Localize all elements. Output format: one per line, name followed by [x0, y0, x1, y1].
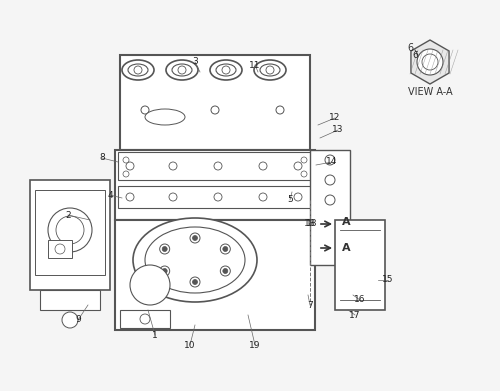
Ellipse shape — [166, 60, 198, 80]
Ellipse shape — [128, 64, 148, 76]
Circle shape — [178, 66, 186, 74]
Circle shape — [134, 66, 142, 74]
Circle shape — [192, 280, 198, 285]
Circle shape — [162, 269, 167, 273]
Circle shape — [214, 193, 222, 201]
Circle shape — [56, 216, 84, 244]
Text: 10: 10 — [184, 341, 196, 350]
Text: A: A — [342, 217, 350, 227]
Circle shape — [62, 312, 78, 328]
Circle shape — [417, 49, 443, 75]
Circle shape — [294, 162, 302, 170]
Circle shape — [55, 244, 65, 254]
Circle shape — [222, 66, 230, 74]
Text: 1: 1 — [152, 330, 158, 339]
Circle shape — [192, 235, 198, 240]
Circle shape — [123, 171, 129, 177]
Bar — [120, 55, 310, 150]
Text: 6: 6 — [407, 43, 413, 53]
Circle shape — [211, 106, 219, 114]
Circle shape — [223, 246, 228, 251]
Bar — [35, 190, 105, 275]
Text: 13: 13 — [332, 126, 344, 135]
Circle shape — [259, 162, 267, 170]
Text: 19: 19 — [249, 341, 261, 350]
Circle shape — [48, 208, 92, 252]
Circle shape — [325, 155, 335, 165]
Polygon shape — [411, 40, 449, 84]
Text: 2: 2 — [65, 210, 71, 219]
Text: 12: 12 — [330, 113, 340, 122]
Ellipse shape — [122, 60, 154, 80]
Bar — [310, 150, 350, 265]
Circle shape — [223, 269, 228, 273]
Circle shape — [214, 162, 222, 170]
Bar — [120, 310, 170, 328]
Circle shape — [325, 195, 335, 205]
Circle shape — [169, 162, 177, 170]
Ellipse shape — [172, 64, 192, 76]
Text: 16: 16 — [354, 296, 366, 305]
Text: 17: 17 — [349, 310, 361, 319]
Circle shape — [276, 106, 284, 114]
Ellipse shape — [145, 227, 245, 293]
Circle shape — [325, 175, 335, 185]
Circle shape — [266, 66, 274, 74]
Bar — [118, 186, 312, 208]
Text: VIEW A-A: VIEW A-A — [408, 87, 453, 97]
Text: 9: 9 — [75, 316, 81, 325]
Bar — [48, 240, 72, 258]
Circle shape — [160, 266, 170, 276]
Ellipse shape — [254, 60, 286, 80]
Circle shape — [190, 277, 200, 287]
Text: 4: 4 — [107, 190, 113, 199]
Text: 14: 14 — [326, 158, 338, 167]
Text: 3: 3 — [192, 57, 198, 66]
Bar — [115, 150, 315, 220]
Circle shape — [294, 193, 302, 201]
Circle shape — [259, 193, 267, 201]
Bar — [115, 220, 315, 330]
Circle shape — [190, 233, 200, 243]
Text: 7: 7 — [307, 301, 313, 310]
Text: 8: 8 — [99, 154, 105, 163]
Ellipse shape — [210, 60, 242, 80]
Bar — [335, 220, 385, 310]
Circle shape — [220, 244, 230, 254]
Circle shape — [162, 246, 167, 251]
Bar — [118, 152, 312, 180]
Circle shape — [301, 157, 307, 163]
Circle shape — [130, 265, 170, 305]
Ellipse shape — [260, 64, 280, 76]
Ellipse shape — [145, 109, 185, 125]
Circle shape — [126, 162, 134, 170]
Circle shape — [144, 314, 156, 326]
Text: 11: 11 — [249, 61, 261, 70]
Text: A: A — [342, 243, 350, 253]
Circle shape — [123, 157, 129, 163]
Text: 18: 18 — [304, 219, 316, 228]
Circle shape — [220, 266, 230, 276]
Text: 15: 15 — [382, 276, 394, 285]
Text: 5: 5 — [287, 196, 293, 204]
Circle shape — [141, 106, 149, 114]
Circle shape — [422, 54, 438, 70]
Text: 6: 6 — [412, 50, 418, 59]
Ellipse shape — [216, 64, 236, 76]
Ellipse shape — [133, 218, 257, 302]
Bar — [30, 180, 110, 290]
Circle shape — [126, 193, 134, 201]
Circle shape — [140, 314, 150, 324]
Text: 18: 18 — [306, 219, 318, 228]
Circle shape — [301, 171, 307, 177]
Bar — [40, 290, 100, 310]
Circle shape — [160, 244, 170, 254]
Circle shape — [169, 193, 177, 201]
